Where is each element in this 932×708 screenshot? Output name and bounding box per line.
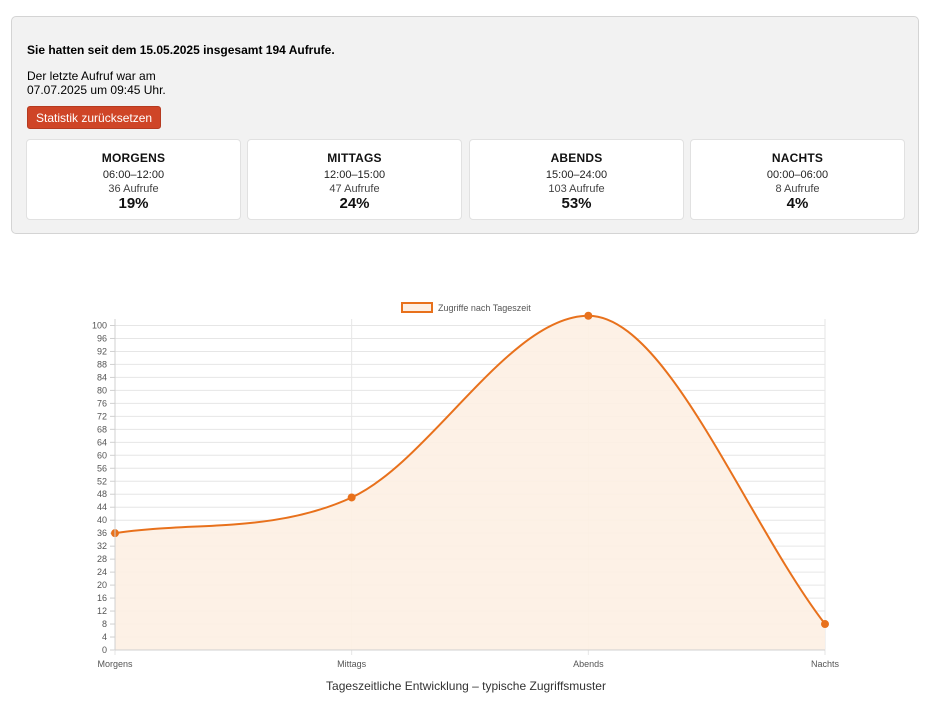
series-area [115, 315, 825, 650]
last-call-line-2: 07.07.2025 um 09:45 Uhr. [27, 83, 166, 97]
y-tick-label: 80 [97, 385, 107, 395]
card-time-range: 15:00–24:00 [545, 169, 608, 181]
summary-text: Sie hatten seit dem 15.05.2025 insgesamt… [27, 43, 335, 57]
card-time-range: 00:00–06:00 [766, 169, 829, 181]
y-tick-label: 88 [97, 359, 107, 369]
y-tick-label: 16 [97, 593, 107, 603]
card-title: ABENDS [550, 151, 603, 165]
y-tick-label: 4 [102, 632, 107, 642]
card-time-range: 06:00–12:00 [102, 169, 165, 181]
y-tick-label: 96 [97, 333, 107, 343]
card-percentage: 24% [339, 195, 370, 212]
y-tick-label: 52 [97, 476, 107, 486]
card-title: MITTAGS [327, 151, 382, 165]
y-tick-label: 24 [97, 567, 107, 577]
card-call-count: 36 Aufrufe [108, 183, 159, 195]
card-morgens: MORGENS 06:00–12:00 36 Aufrufe 19% [26, 139, 241, 220]
x-tick-label: Nachts [811, 659, 840, 669]
y-tick-label: 0 [102, 645, 107, 655]
y-tick-label: 32 [97, 541, 107, 551]
card-call-count: 47 Aufrufe [329, 183, 380, 195]
card-percentage: 4% [786, 195, 809, 212]
y-tick-label: 60 [97, 450, 107, 460]
card-mittags: MITTAGS 12:00–15:00 47 Aufrufe 24% [247, 139, 462, 220]
y-tick-label: 76 [97, 398, 107, 408]
card-call-count: 8 Aufrufe [775, 183, 820, 195]
series-line [114, 314, 826, 625]
y-tick-label: 36 [97, 528, 107, 538]
y-tick-label: 72 [97, 411, 107, 421]
card-abends: ABENDS 15:00–24:00 103 Aufrufe 53% [469, 139, 684, 220]
card-title: MORGENS [101, 151, 166, 165]
legend-swatch [401, 302, 433, 313]
y-tick-label: 48 [97, 489, 107, 499]
y-tick-label: 68 [97, 424, 107, 434]
y-tick-label: 56 [97, 463, 107, 473]
y-tick-label: 84 [97, 372, 107, 382]
data-point [821, 620, 829, 629]
y-tick-label: 92 [97, 346, 107, 356]
card-time-range: 12:00–15:00 [323, 169, 386, 181]
y-tick-label: 100 [92, 320, 107, 330]
y-tick-label: 40 [97, 515, 107, 525]
data-point [584, 311, 593, 320]
y-tick-label: 8 [102, 619, 107, 629]
card-call-count: 103 Aufrufe [548, 183, 605, 195]
y-tick-label: 12 [97, 606, 107, 616]
y-tick-label: 44 [97, 502, 107, 512]
card-percentage: 53% [561, 195, 592, 212]
x-tick-label: Abends [573, 659, 604, 669]
chart-caption: Tageszeitliche Entwicklung – typische Zu… [326, 679, 606, 693]
card-title: NACHTS [771, 151, 824, 165]
legend-label: Zugriffe nach Tageszeit [438, 303, 531, 313]
y-tick-label: 64 [97, 437, 107, 447]
last-call-info: Der letzte Aufruf war am 07.07.2025 um 0… [27, 69, 166, 97]
data-point [347, 493, 356, 502]
statistics-panel: Sie hatten seit dem 15.05.2025 insgesamt… [11, 16, 919, 234]
last-call-line-1: Der letzte Aufruf war am [27, 69, 156, 83]
card-percentage: 19% [118, 195, 149, 212]
y-tick-label: 20 [97, 580, 107, 590]
line-chart: 0481216202428323640444852566064687276808… [92, 302, 840, 669]
y-tick-label: 28 [97, 554, 107, 564]
x-tick-label: Morgens [97, 659, 133, 669]
card-nachts: NACHTS 00:00–06:00 8 Aufrufe 4% [690, 139, 905, 220]
x-tick-label: Mittags [337, 659, 367, 669]
reset-statistics-button[interactable]: Statistik zurücksetzen [27, 106, 162, 129]
